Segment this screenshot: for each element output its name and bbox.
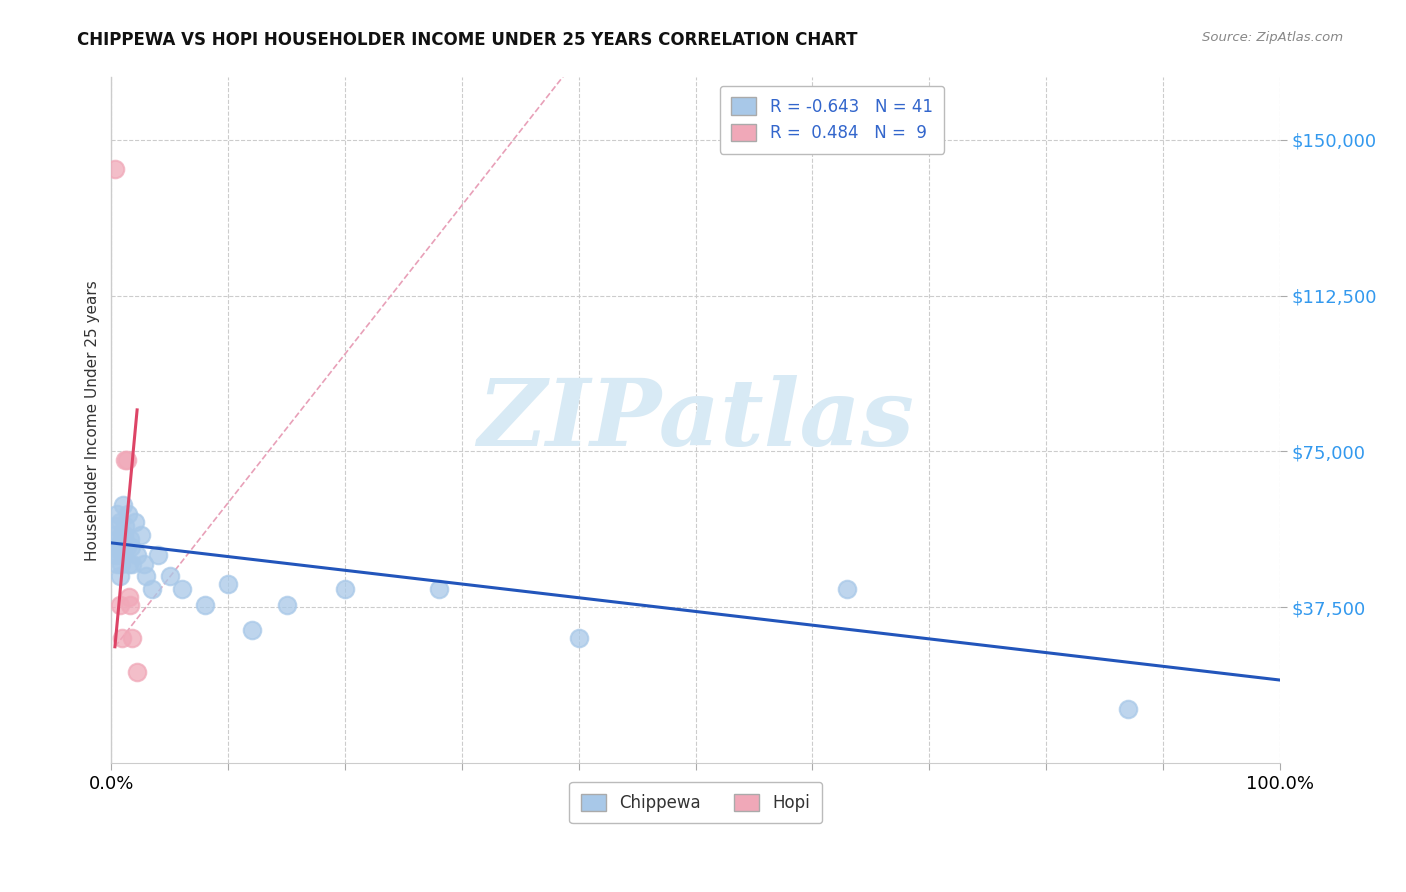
Point [115, 452, 138, 467]
Point [240, 623, 263, 637]
Point [127, 665, 149, 679]
Point [104, 161, 127, 176]
Point [135, 569, 157, 583]
Point [104, 527, 127, 541]
Point [107, 540, 129, 554]
Legend: Chippewa, Hopi: Chippewa, Hopi [569, 782, 823, 823]
Point [146, 549, 169, 563]
Point [141, 582, 163, 596]
Point [120, 598, 142, 612]
Point [108, 569, 131, 583]
Point [1116, 702, 1139, 716]
Point [127, 549, 149, 563]
Point [118, 557, 141, 571]
Point [117, 507, 139, 521]
Point [110, 557, 132, 571]
Text: ZIPatlas: ZIPatlas [477, 376, 914, 466]
Point [108, 515, 131, 529]
Point [837, 582, 859, 596]
Point [105, 519, 128, 533]
Point [115, 540, 138, 554]
Y-axis label: Householder Income Under 25 years: Householder Income Under 25 years [86, 280, 100, 561]
Point [103, 540, 125, 554]
Point [112, 549, 135, 563]
Point [111, 527, 134, 541]
Point [105, 557, 128, 571]
Point [105, 507, 128, 521]
Point [110, 540, 132, 554]
Point [427, 582, 450, 596]
Text: CHIPPEWA VS HOPI HOUSEHOLDER INCOME UNDER 25 YEARS CORRELATION CHART: CHIPPEWA VS HOPI HOUSEHOLDER INCOME UNDE… [77, 31, 858, 49]
Point [124, 515, 146, 529]
Point [333, 582, 356, 596]
Point [121, 557, 143, 571]
Point [159, 569, 181, 583]
Point [112, 527, 135, 541]
Point [118, 590, 141, 604]
Point [111, 632, 134, 646]
Point [129, 527, 152, 541]
Point [568, 632, 591, 646]
Point [134, 557, 156, 571]
Point [112, 499, 135, 513]
Point [276, 598, 298, 612]
Text: Source: ZipAtlas.com: Source: ZipAtlas.com [1202, 31, 1343, 45]
Point [217, 577, 239, 591]
Point [120, 540, 142, 554]
Point [120, 532, 142, 546]
Point [114, 519, 136, 533]
Point [105, 549, 128, 563]
Point [108, 598, 131, 612]
Point [170, 582, 193, 596]
Point [121, 632, 143, 646]
Point [114, 452, 136, 467]
Point [194, 598, 217, 612]
Point [107, 532, 129, 546]
